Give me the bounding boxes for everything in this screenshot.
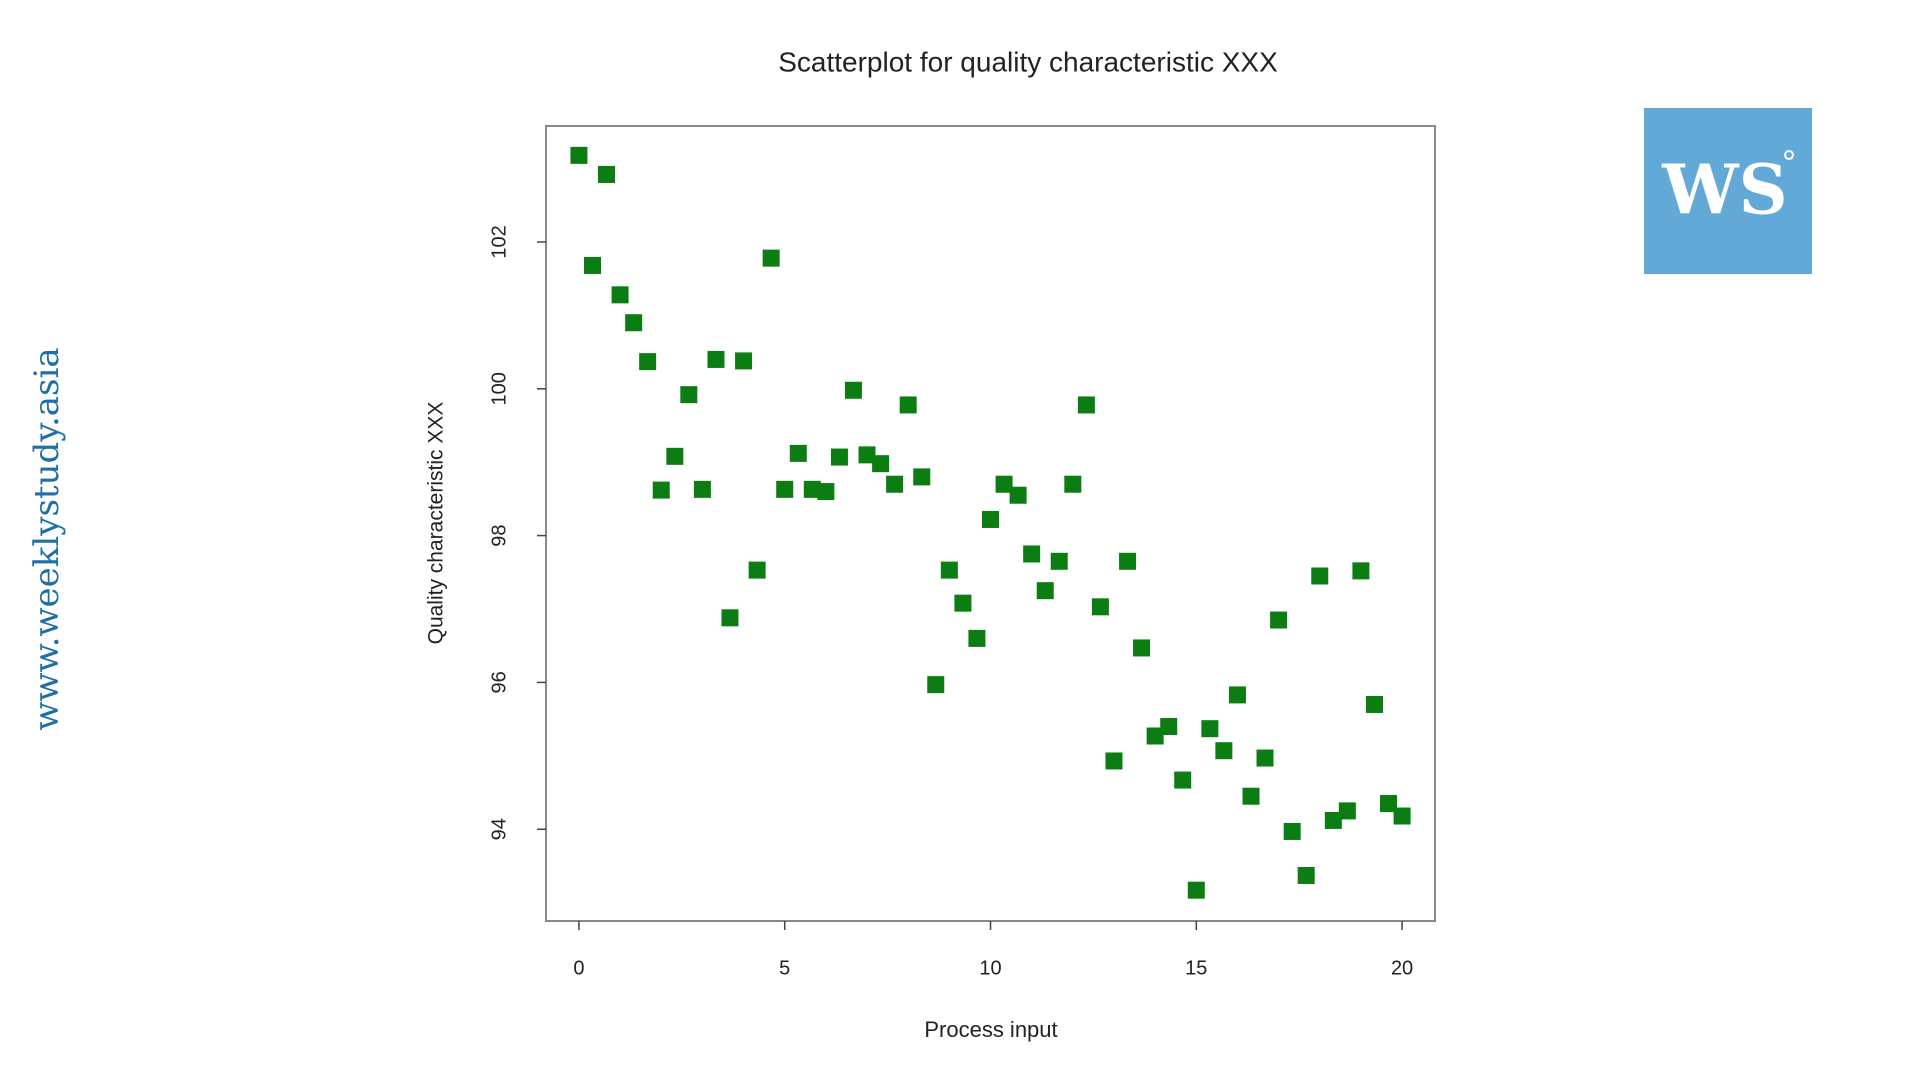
point [830,448,848,466]
point [762,249,780,267]
point [1338,802,1356,820]
point [598,165,616,183]
y-axis-label: Quality characteristic XXX [425,402,448,645]
point [680,386,698,404]
point [1174,771,1192,789]
point [666,447,684,465]
point [858,446,876,464]
y-tick-label: 98 [488,524,510,546]
point [789,444,807,462]
point [652,481,670,499]
point [954,594,972,612]
point [584,256,602,274]
point [1365,695,1383,713]
point [1105,752,1123,770]
point [1077,396,1095,414]
point [1036,582,1054,600]
point [1215,742,1233,760]
point [625,314,643,332]
x-tick-label: 20 [1391,957,1413,979]
y-tick-label: 96 [488,671,510,693]
point [707,350,725,368]
point [927,676,945,694]
point [899,396,917,414]
point [1064,475,1082,493]
point [611,286,629,304]
point [1050,552,1068,570]
point [1311,567,1329,585]
point [1023,545,1041,563]
point [1228,686,1246,704]
point [1201,720,1219,738]
point [1146,727,1164,745]
chart-title: Scatterplot for quality characteristic X… [778,46,1278,77]
logo-text: WS [1661,151,1787,231]
point [735,352,753,370]
point [1133,639,1151,657]
point [721,609,739,627]
point [1379,795,1397,813]
x-tick-label: 5 [779,957,790,979]
point [693,480,711,498]
point [1160,717,1178,735]
x-tick-label: 15 [1185,957,1207,979]
point [776,480,794,498]
point [748,561,766,579]
logo-degree [1784,150,1794,160]
point [844,381,862,399]
y-tick-label: 100 [488,372,510,405]
point [982,510,999,528]
point [1352,562,1370,580]
point [1270,611,1288,629]
point [1242,787,1260,805]
y-tick-label: 94 [488,818,510,840]
point [1091,598,1109,616]
y-tick-label: 102 [488,225,510,258]
point [1297,866,1315,884]
point [817,483,835,501]
logo-box [1644,108,1812,274]
site-url: www.weeklystudy.asia [27,347,67,730]
point [1283,822,1301,840]
point [940,561,958,579]
point [1187,881,1205,899]
point [1393,807,1411,825]
point [639,353,657,371]
x-axis-label: Process input [924,1017,1057,1042]
point [1256,749,1274,767]
point [913,468,931,486]
point [1324,811,1342,829]
x-tick-label: 10 [979,957,1001,979]
point [968,629,986,647]
point [803,480,821,498]
x-tick-label: 0 [573,957,584,979]
point [1119,552,1137,570]
point [570,146,588,164]
point [1009,486,1027,504]
point [886,475,904,493]
point [995,475,1013,493]
point [872,455,890,473]
